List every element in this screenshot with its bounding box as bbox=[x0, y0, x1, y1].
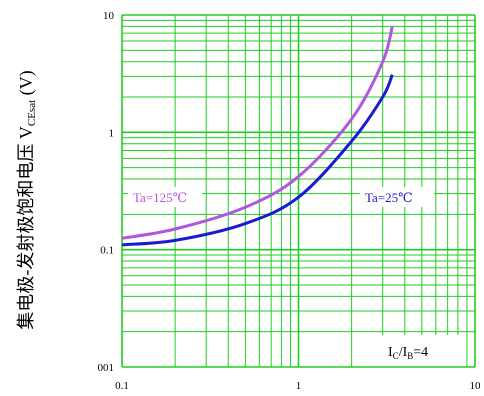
series-line bbox=[121, 74, 394, 247]
series-label-box bbox=[128, 187, 202, 207]
x-tick-label: 10 bbox=[470, 380, 482, 392]
annotation-box bbox=[380, 335, 460, 367]
y-axis-label: 集电极-发射极饱和电压 VCEsat (V) bbox=[16, 70, 37, 329]
series-label: Ta=125℃ bbox=[133, 190, 187, 205]
y-tick-label: 0.1 bbox=[100, 245, 114, 257]
series-line bbox=[121, 25, 394, 240]
y-tick-label: 001 bbox=[98, 362, 115, 374]
y-tick-label: 10 bbox=[103, 10, 115, 22]
x-tick-label: 0.1 bbox=[115, 380, 129, 392]
series-label-box bbox=[360, 187, 434, 207]
y-tick-label: 1 bbox=[109, 127, 115, 139]
series-label: Ta=25℃ bbox=[365, 190, 413, 205]
x-tick-label: 1 bbox=[296, 380, 302, 392]
annotation: IC/IB=4 bbox=[388, 345, 428, 361]
